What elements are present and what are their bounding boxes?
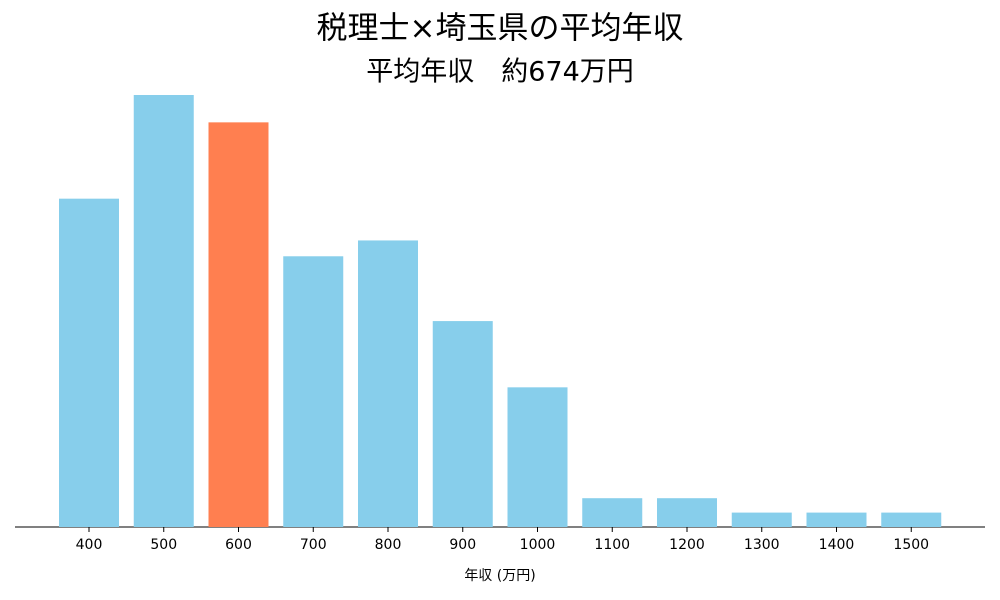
bar: [283, 256, 344, 527]
bar: [806, 512, 867, 527]
x-tick-label: 500: [150, 537, 177, 553]
x-tick-label: 1300: [744, 537, 780, 553]
x-tick-label: 600: [225, 537, 252, 553]
x-tick-label: 700: [300, 537, 327, 553]
bar: [208, 122, 269, 528]
x-tick-label: 1400: [819, 537, 855, 553]
bar: [133, 95, 194, 527]
bar: [59, 198, 119, 527]
x-axis-label: 年収 (万円): [464, 568, 535, 584]
x-tick-label: 1100: [594, 537, 630, 553]
x-tick-label: 1000: [520, 537, 556, 553]
x-tick-label: 1200: [669, 537, 705, 553]
bar: [881, 512, 942, 527]
bar: [731, 512, 792, 527]
chart-subtitle: 平均年収 約674万円: [366, 57, 634, 88]
bar: [507, 387, 568, 527]
bar: [432, 321, 493, 527]
chart-title: 税理士×埼玉県の平均年収: [317, 11, 684, 47]
bar: [582, 498, 643, 527]
x-tick-label: 900: [449, 537, 476, 553]
x-tick-label: 400: [76, 537, 103, 553]
x-tick-label: 800: [375, 537, 402, 553]
x-tick-label: 1500: [893, 537, 929, 553]
bar: [657, 498, 717, 527]
bar: [358, 240, 418, 527]
